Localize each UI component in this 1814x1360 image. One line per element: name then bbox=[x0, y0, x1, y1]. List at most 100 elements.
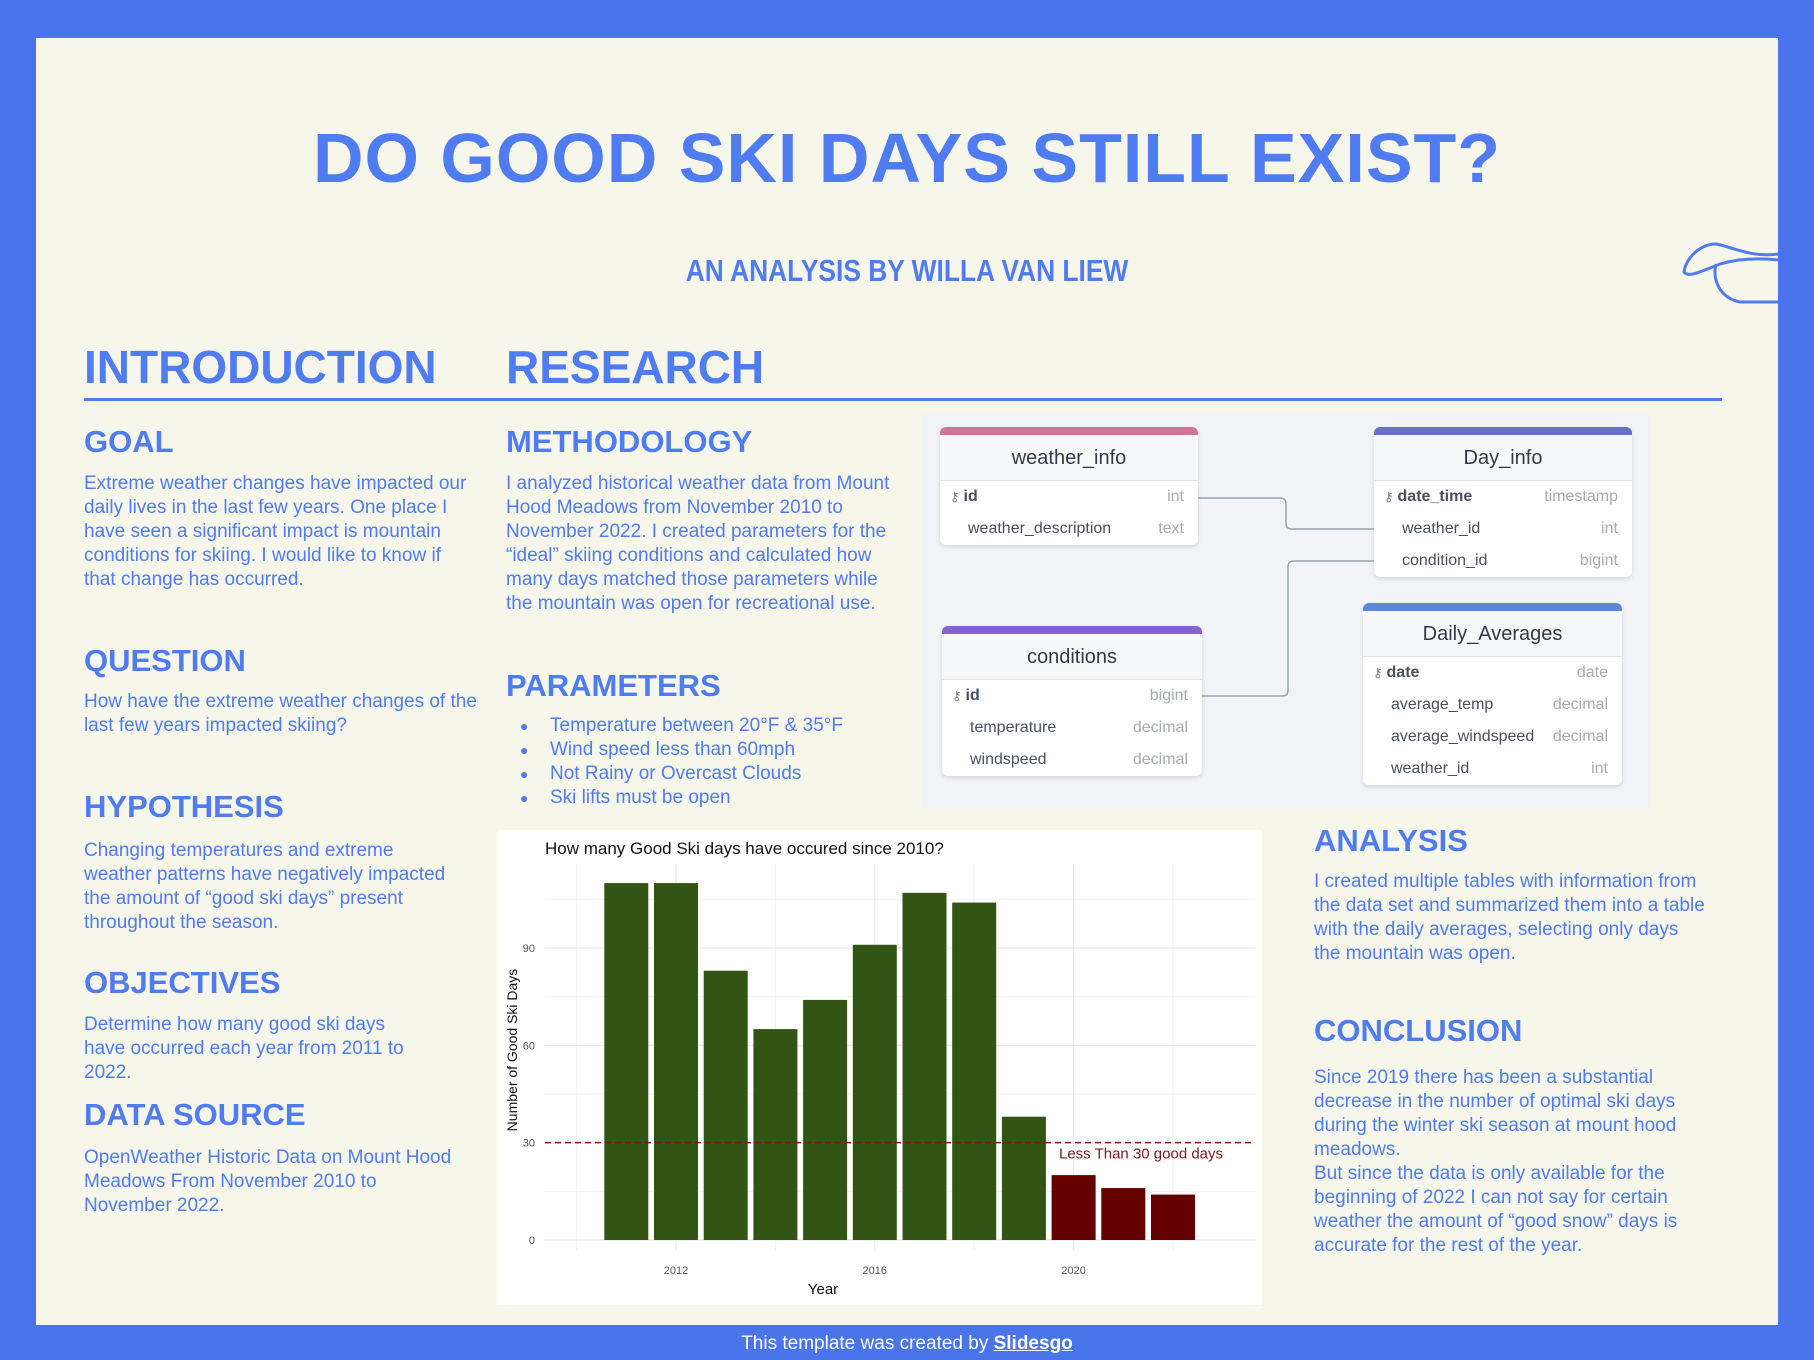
erd-table-daily-averages: Daily_Averages ⚷ date date average_temp decim… bbox=[1363, 603, 1622, 785]
x-tick-label: 2020 bbox=[1061, 1265, 1085, 1277]
goal-heading: GOAL bbox=[84, 424, 174, 459]
y-axis-label: Number of Good Ski Days bbox=[504, 969, 520, 1132]
y-tick-label: 60 bbox=[523, 1040, 535, 1052]
table-color-bar bbox=[1363, 603, 1622, 611]
column-type: int bbox=[1167, 488, 1184, 505]
column-type: decimal bbox=[1552, 696, 1608, 713]
slidesgo-link[interactable]: Slidesgo bbox=[993, 1333, 1073, 1354]
analysis-heading: ANALYSIS bbox=[1314, 823, 1468, 858]
column-type: timestamp bbox=[1544, 488, 1618, 505]
bar-2021 bbox=[1101, 1188, 1146, 1240]
table-column-row: temperature decimal bbox=[942, 712, 1202, 744]
data-source-heading: DATA SOURCE bbox=[84, 1097, 306, 1132]
bar-2017 bbox=[902, 892, 947, 1240]
footer-text: This template was created by bbox=[741, 1333, 994, 1354]
x-axis-label: Year bbox=[808, 1281, 838, 1298]
y-tick-label: 30 bbox=[523, 1138, 535, 1150]
column-type: decimal bbox=[1132, 719, 1188, 736]
column-type: decimal bbox=[1132, 751, 1188, 768]
table-column-row: windspeed decimal bbox=[942, 744, 1202, 776]
bar-chart: 0 30 60 90 Less Than 30 good days 2012 2016 202… bbox=[497, 830, 1262, 1305]
column-name: date_time bbox=[1397, 488, 1473, 505]
threshold-label: Less Than 30 good days bbox=[1059, 1146, 1223, 1163]
table-column-row: average_windspeed decimal bbox=[1363, 721, 1622, 753]
column-name: date bbox=[1386, 664, 1420, 681]
hypothesis-heading: HYPOTHESIS bbox=[84, 789, 284, 824]
parameter-item: Wind speed less than 60mph bbox=[506, 738, 906, 762]
table-column-row: weather_description text bbox=[940, 513, 1198, 545]
erd-table-weather-info: weather_info ⚷ id int weather_description tex… bbox=[940, 427, 1198, 545]
footer: This template was created by Slidesgo bbox=[0, 1333, 1814, 1355]
bar-2015 bbox=[803, 999, 848, 1240]
table-column-row: condition_id bigint bbox=[1374, 545, 1632, 577]
bar-2014 bbox=[753, 1029, 798, 1240]
table-color-bar bbox=[942, 626, 1202, 634]
chart-title: How many Good Ski days have occured sinc… bbox=[545, 839, 944, 858]
page-subtitle: AN ANALYSIS BY WILLA VAN LIEW bbox=[685, 253, 1129, 288]
conclusion-text-1: Since 2019 there has been a substantial … bbox=[1314, 1067, 1677, 1160]
page-title: DO GOOD SKI DAYS STILL EXIST? bbox=[312, 119, 1502, 197]
methodology-text: I analyzed historical weather data from … bbox=[506, 473, 890, 614]
column-name: weather_description bbox=[968, 520, 1112, 537]
table-name: Daily_Averages bbox=[1363, 611, 1622, 657]
methodology-heading: METHODOLOGY bbox=[506, 424, 753, 459]
table-name: conditions bbox=[942, 634, 1202, 680]
bar-2016 bbox=[852, 944, 897, 1240]
conclusion-text-2: But since the data is only available for… bbox=[1314, 1163, 1678, 1256]
column-name: average_windspeed bbox=[1391, 728, 1535, 745]
y-tick-label: 0 bbox=[529, 1235, 535, 1247]
table-color-bar bbox=[940, 427, 1198, 435]
table-column-row: average_temp decimal bbox=[1363, 689, 1622, 721]
parameter-item: Not Rainy or Overcast Clouds bbox=[506, 762, 906, 786]
bar-2011 bbox=[604, 883, 649, 1240]
erd-table-conditions: conditions ⚷ id bigint temperature decimal win… bbox=[942, 626, 1202, 776]
column-type: bigint bbox=[1149, 687, 1188, 704]
erd-diagram: weather_info ⚷ id int weather_description tex… bbox=[922, 413, 1649, 808]
bar-2013 bbox=[703, 970, 748, 1240]
key-icon: ⚷ bbox=[1373, 665, 1383, 680]
table-name: weather_info bbox=[940, 435, 1198, 481]
table-column-row: weather_id int bbox=[1374, 513, 1632, 545]
x-tick-label: 2016 bbox=[863, 1265, 887, 1277]
bar-2022 bbox=[1151, 1194, 1195, 1240]
bar-2012 bbox=[654, 883, 698, 1240]
table-color-bar bbox=[1374, 427, 1632, 435]
erd-relations bbox=[1198, 497, 1374, 697]
column-name: temperature bbox=[970, 719, 1057, 736]
column-type: text bbox=[1158, 520, 1184, 537]
section-research: RESEARCH bbox=[506, 341, 765, 393]
column-type: int bbox=[1591, 760, 1608, 777]
table-column-row: weather_id int bbox=[1363, 753, 1622, 785]
relation-line bbox=[1202, 560, 1374, 697]
conclusion-text: Since 2019 there has been a substantial … bbox=[1314, 1066, 1714, 1258]
column-type: date bbox=[1576, 664, 1608, 681]
data-source-text: OpenWeather Historic Data on Mount Hood … bbox=[84, 1147, 452, 1216]
relation-line bbox=[1198, 497, 1374, 530]
objectives-text: Determine how many good ski days have oc… bbox=[84, 1014, 404, 1083]
objectives-heading: OBJECTIVES bbox=[84, 965, 281, 1000]
analysis-text: I created multiple tables with informati… bbox=[1314, 871, 1705, 964]
table-name: Day_info bbox=[1374, 435, 1632, 481]
section-introduction: INTRODUCTION bbox=[84, 341, 437, 393]
table-column-row: ⚷ date date bbox=[1363, 657, 1622, 689]
goal-text: Extreme weather changes have impacted ou… bbox=[84, 473, 467, 590]
question-text: How have the extreme weather changes of … bbox=[84, 691, 477, 736]
column-type: int bbox=[1601, 520, 1618, 537]
key-icon: ⚷ bbox=[1384, 489, 1394, 504]
column-name: windspeed bbox=[970, 751, 1047, 768]
bar-2020 bbox=[1051, 1175, 1096, 1240]
bar-2018 bbox=[952, 902, 997, 1240]
parameter-item: Ski lifts must be open bbox=[506, 786, 906, 810]
conclusion-heading: CONCLUSION bbox=[1314, 1013, 1523, 1048]
key-icon: ⚷ bbox=[952, 688, 962, 703]
column-name: weather_id bbox=[1402, 520, 1481, 537]
hypothesis-text: Changing temperatures and extreme weathe… bbox=[84, 840, 446, 933]
question-heading: QUESTION bbox=[84, 643, 246, 678]
column-type: bigint bbox=[1579, 552, 1618, 569]
parameter-item: Temperature between 20°F & 35°F bbox=[506, 714, 906, 738]
table-column-row: ⚷ id int bbox=[940, 481, 1198, 513]
parameters-heading: PARAMETERS bbox=[506, 668, 721, 703]
bar-2019 bbox=[1001, 1116, 1046, 1240]
decorative-shape-icon bbox=[1682, 242, 1779, 304]
column-name: condition_id bbox=[1402, 552, 1488, 569]
